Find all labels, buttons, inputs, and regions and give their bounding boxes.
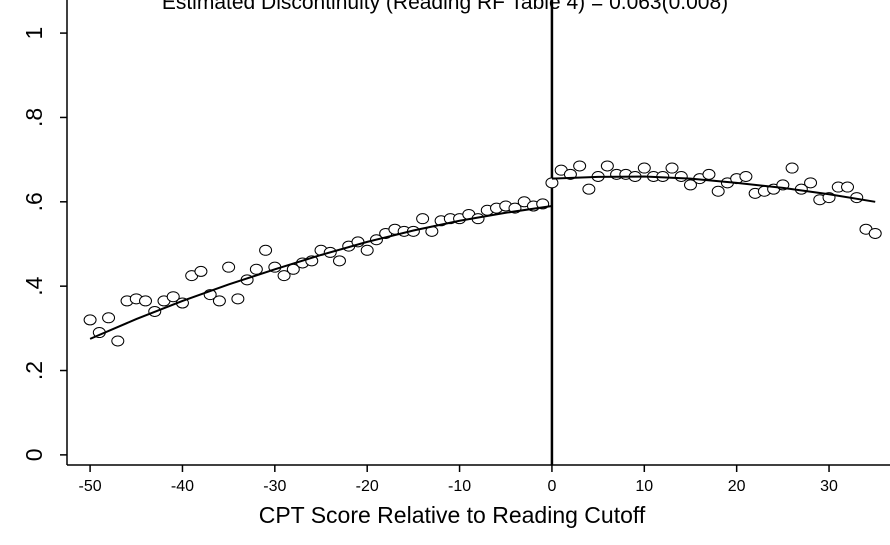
x-tick-label: 0 <box>547 478 556 495</box>
data-point <box>637 162 651 174</box>
fit-line <box>89 205 553 340</box>
data-point <box>212 295 226 307</box>
data-point <box>259 244 273 256</box>
data-point <box>249 263 263 275</box>
data-point <box>194 265 208 277</box>
data-point <box>711 185 725 197</box>
data-point <box>665 162 679 174</box>
data-point <box>111 335 125 347</box>
x-tick-label: -50 <box>79 478 102 495</box>
data-point <box>582 183 596 195</box>
data-point <box>231 293 245 305</box>
x-tick-label: -20 <box>356 478 379 495</box>
data-point <box>785 162 799 174</box>
data-point <box>416 213 430 225</box>
data-point <box>804 177 818 189</box>
x-tick-label: 20 <box>728 478 746 495</box>
data-point <box>573 160 587 172</box>
data-point <box>868 227 882 239</box>
x-tick-label: 10 <box>635 478 653 495</box>
y-tick-label: .6 <box>21 192 47 211</box>
y-tick-label: .8 <box>21 108 47 127</box>
data-point <box>739 170 753 182</box>
data-point <box>702 168 716 180</box>
data-point <box>277 270 291 282</box>
y-tick-label: 1 <box>21 27 47 40</box>
x-tick-label: -10 <box>448 478 471 495</box>
x-tick-label: -30 <box>263 478 286 495</box>
y-tick-label: .4 <box>21 276 47 295</box>
data-point <box>600 160 614 172</box>
fit-line <box>551 175 876 203</box>
y-tick-label: .2 <box>21 361 47 380</box>
data-point <box>360 244 374 256</box>
x-axis-label: CPT Score Relative to Reading Cutoff <box>259 502 646 528</box>
y-tick-label: 0 <box>21 448 47 461</box>
chart-title: Estimated Discontinuity (Reading RF Tabl… <box>162 0 728 14</box>
data-point <box>222 261 236 273</box>
data-point <box>83 314 97 326</box>
data-point <box>841 181 855 193</box>
x-tick-label: -40 <box>171 478 194 495</box>
data-point <box>674 170 688 182</box>
x-tick-label: 30 <box>820 478 838 495</box>
data-point <box>332 255 346 267</box>
data-point <box>102 312 116 324</box>
data-point <box>139 295 153 307</box>
data-point <box>166 291 180 303</box>
data-point <box>683 179 697 191</box>
